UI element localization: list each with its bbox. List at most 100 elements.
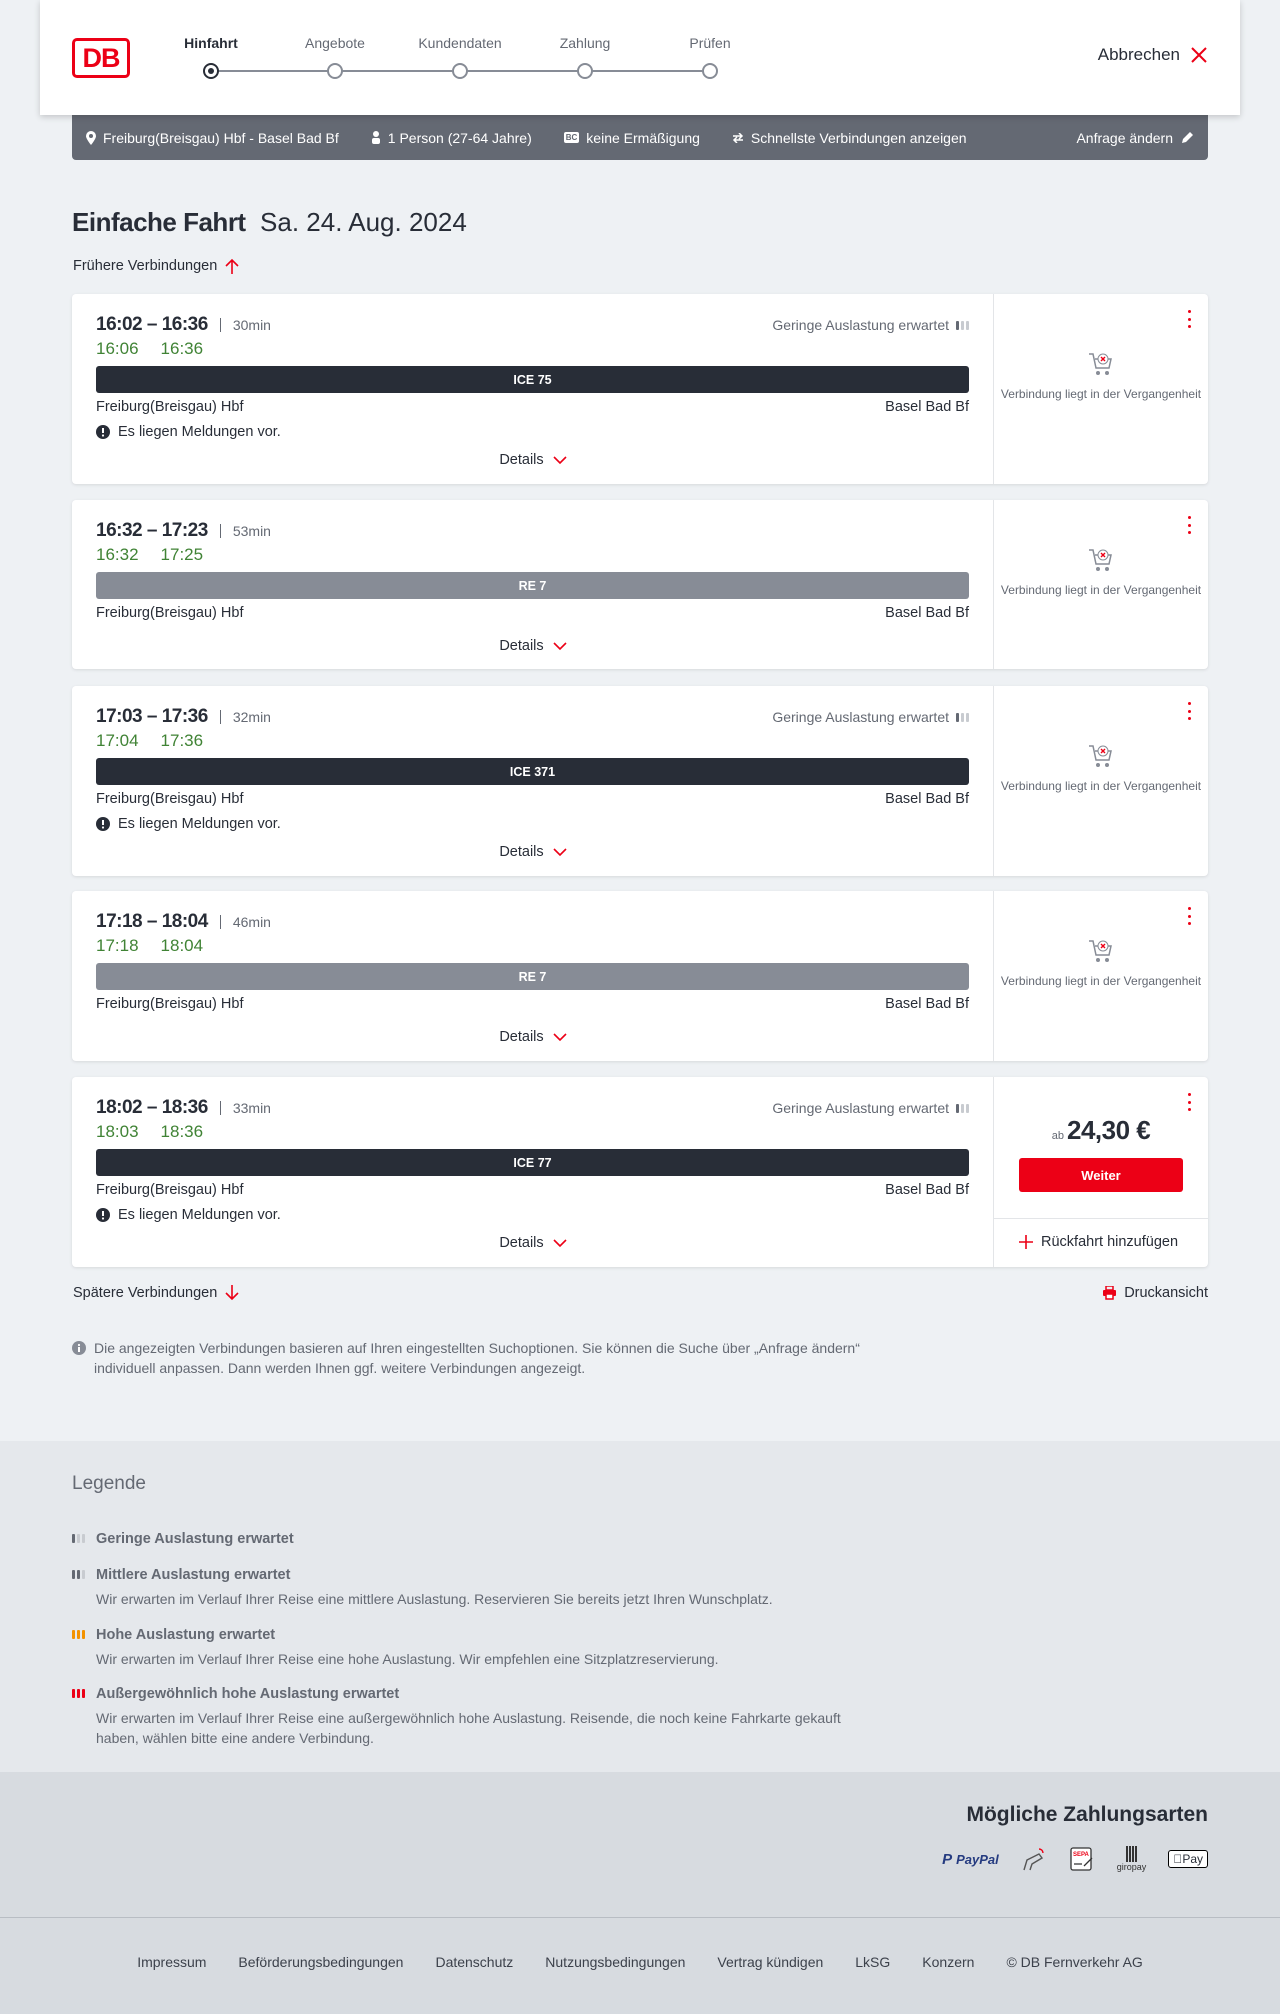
person-icon bbox=[371, 131, 380, 144]
info-note: Die angezeigten Verbindungen basieren au… bbox=[72, 1338, 872, 1378]
location-pin-icon bbox=[86, 130, 96, 145]
occupancy-text: Geringe Auslastung erwartet bbox=[772, 1100, 949, 1116]
duration: 46min bbox=[219, 915, 271, 929]
footer: Impressum Beförderungsbedingungen Datensch… bbox=[0, 1917, 1280, 2014]
step-label: Hinfahrt bbox=[184, 35, 238, 51]
step-label: Angebote bbox=[305, 35, 365, 51]
realtime-departure: 16:32 bbox=[96, 545, 139, 564]
giropay-logo: giropay bbox=[1116, 1846, 1147, 1872]
cart-unavailable-icon bbox=[1088, 743, 1114, 774]
connection-card: 17:18 – 18:04 46min 17:18 18:04 RE 7 Freiburg… bbox=[72, 891, 1208, 1061]
legend-item-title: Mittlere Auslastung erwartet bbox=[96, 1567, 291, 1583]
duration: 30min bbox=[219, 318, 271, 332]
sepa-icon: SEPA bbox=[1070, 1847, 1093, 1871]
details-toggle[interactable]: Details bbox=[72, 844, 994, 860]
realtime-times: 16:06 16:36 bbox=[96, 339, 225, 359]
offer-panel: Verbindung liegt in der Vergangenheit bbox=[994, 500, 1208, 669]
realtime-departure: 18:03 bbox=[96, 1122, 139, 1141]
more-options-icon[interactable] bbox=[1186, 702, 1192, 720]
legend-item-title: Geringe Auslastung erwartet bbox=[96, 1531, 294, 1547]
edit-search-button[interactable]: Anfrage ändern bbox=[1076, 130, 1194, 146]
later-label: Spätere Verbindungen bbox=[73, 1285, 218, 1301]
more-options-icon[interactable] bbox=[1186, 516, 1192, 534]
footer-link[interactable]: LkSG bbox=[855, 1954, 891, 1970]
connection-card: 16:32 – 17:23 53min 16:32 17:25 RE 7 Freiburg… bbox=[72, 500, 1208, 669]
past-connection-note: Verbindung liegt in der Vergangenheit bbox=[1000, 582, 1202, 597]
details-label: Details bbox=[499, 844, 544, 860]
message-notice: Es liegen Meldungen vor. bbox=[96, 424, 281, 440]
add-return-trip-button[interactable]: Rückfahrt hinzufügen bbox=[1019, 1234, 1178, 1250]
train-bar[interactable]: RE 7 bbox=[96, 963, 969, 990]
cart-unavailable-icon bbox=[1088, 547, 1114, 578]
message-text: Es liegen Meldungen vor. bbox=[118, 1207, 281, 1223]
add-return-label: Rückfahrt hinzufügen bbox=[1041, 1234, 1179, 1250]
connection-times: 16:02 – 16:36 30min bbox=[96, 314, 271, 336]
chevron-down-icon bbox=[553, 1238, 567, 1248]
footer-link[interactable]: Konzern bbox=[922, 1954, 975, 1970]
more-options-icon[interactable] bbox=[1186, 1093, 1192, 1111]
fastest-text: Schnellste Verbindungen anzeigen bbox=[750, 129, 967, 146]
details-toggle[interactable]: Details bbox=[72, 1235, 994, 1251]
step-label: Kundendaten bbox=[418, 35, 502, 51]
train-bar[interactable]: RE 7 bbox=[96, 572, 969, 599]
apple-pay-label: Pay bbox=[1182, 1852, 1203, 1866]
realtime-times: 16:32 17:25 bbox=[96, 545, 225, 565]
search-summary-bar: Freiburg(Breisgau) Hbf - Basel Bad Bf 1 … bbox=[72, 115, 1208, 160]
train-bar[interactable]: ICE 75 bbox=[96, 366, 969, 393]
details-toggle[interactable]: Details bbox=[72, 638, 994, 654]
footer-link[interactable]: Datenschutz bbox=[435, 1954, 514, 1970]
occupancy-info: Geringe Auslastung erwartet bbox=[772, 1100, 969, 1116]
step-indicator bbox=[702, 63, 718, 79]
footer-link[interactable]: Nutzungsbedingungen bbox=[545, 1954, 686, 1970]
realtime-arrival: 17:36 bbox=[160, 731, 204, 750]
later-connections-link[interactable]: Spätere Verbindungen bbox=[73, 1285, 239, 1301]
fastest-option: Schnellste Verbindungen anzeigen bbox=[732, 130, 967, 146]
occupancy-info: Geringe Auslastung erwartet bbox=[772, 709, 969, 725]
divider bbox=[994, 1218, 1208, 1219]
occupancy-text: Geringe Auslastung erwartet bbox=[772, 317, 949, 333]
details-label: Details bbox=[499, 452, 544, 468]
realtime-arrival: 18:04 bbox=[160, 936, 204, 955]
exclamation-icon bbox=[96, 817, 110, 831]
price-amount: 24,30 € bbox=[1067, 1115, 1151, 1145]
earlier-connections-link[interactable]: Frühere Verbindungen bbox=[73, 258, 239, 274]
planned-times: 17:18 – 18:04 bbox=[96, 911, 208, 932]
header: DB Hinfahrt Angebote Kundendaten Zahlung Prü… bbox=[40, 0, 1240, 115]
legend-item-title: Hohe Auslastung erwartet bbox=[96, 1627, 276, 1643]
giropay-label: giropay bbox=[1116, 1862, 1147, 1872]
step-indicator bbox=[452, 63, 468, 79]
chevron-down-icon bbox=[553, 641, 567, 651]
page-title: Einfache Fahrt Sa. 24. Aug. 2024 bbox=[72, 207, 467, 238]
realtime-departure: 16:06 bbox=[96, 339, 139, 358]
chevron-down-icon bbox=[553, 455, 567, 465]
connection-times: 17:03 – 17:36 32min bbox=[96, 706, 271, 728]
details-toggle[interactable]: Details bbox=[72, 452, 994, 468]
plus-icon bbox=[1019, 1235, 1033, 1249]
discount-summary: BC keine Ermäßigung bbox=[563, 130, 700, 146]
connection-details: 17:18 – 18:04 46min 17:18 18:04 RE 7 Freiburg… bbox=[72, 891, 994, 1061]
more-options-icon[interactable] bbox=[1186, 907, 1192, 925]
legend-item-title: Außergewöhnlich hohe Auslastung erwartet bbox=[96, 1686, 400, 1702]
occupancy-icon bbox=[956, 320, 969, 330]
occupancy-text: Geringe Auslastung erwartet bbox=[772, 709, 949, 725]
print-view-link[interactable]: Druckansicht bbox=[1103, 1285, 1208, 1301]
duration: 33min bbox=[219, 1101, 271, 1115]
db-logo[interactable]: DB bbox=[72, 38, 130, 78]
planned-times: 17:03 – 17:36 bbox=[96, 706, 208, 727]
footer-link[interactable]: Vertrag kündigen bbox=[717, 1954, 824, 1970]
more-options-icon[interactable] bbox=[1186, 310, 1192, 328]
train-bar[interactable]: ICE 371 bbox=[96, 758, 969, 785]
cancel-button[interactable]: Abbrechen bbox=[1098, 45, 1208, 65]
continue-button[interactable]: Weiter bbox=[1019, 1158, 1183, 1192]
realtime-times: 17:04 17:36 bbox=[96, 731, 225, 751]
details-toggle[interactable]: Details bbox=[72, 1029, 994, 1045]
step-indicator bbox=[327, 63, 343, 79]
duration: 32min bbox=[219, 710, 271, 724]
departure-station: Freiburg(Breisgau) Hbf bbox=[96, 1182, 244, 1198]
footer-link[interactable]: Impressum bbox=[137, 1954, 207, 1970]
footer-link[interactable]: Beförderungsbedingungen bbox=[238, 1954, 404, 1970]
realtime-departure: 17:04 bbox=[96, 731, 139, 750]
message-text: Es liegen Meldungen vor. bbox=[118, 424, 281, 440]
train-bar[interactable]: ICE 77 bbox=[96, 1149, 969, 1176]
legend-title: Legende bbox=[72, 1473, 146, 1494]
